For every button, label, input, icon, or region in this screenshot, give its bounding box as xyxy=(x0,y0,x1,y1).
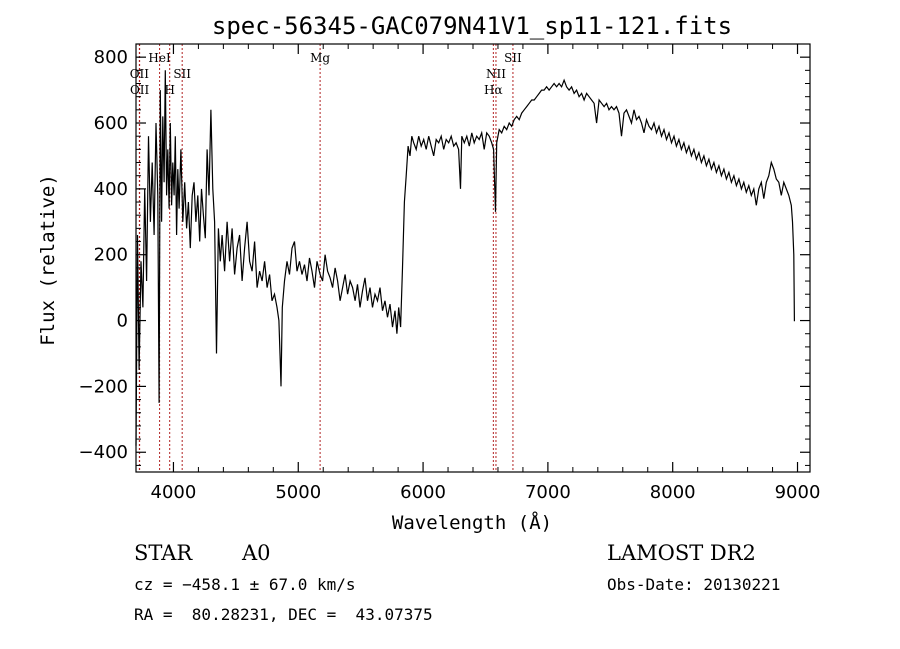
y-tick-label: 400 xyxy=(94,179,128,200)
spectrum-line xyxy=(135,70,795,446)
spectral-line-label: H xyxy=(164,83,174,97)
x-tick-label: 6000 xyxy=(400,482,446,503)
spectral-line-label: Hα xyxy=(484,83,503,97)
spectral-line-label: NII xyxy=(486,67,506,81)
spectral-line-label: HeI xyxy=(148,51,171,65)
survey-name: LAMOST DR2 xyxy=(607,541,756,565)
x-tick-label: 8000 xyxy=(650,482,696,503)
y-tick-label: 800 xyxy=(94,47,128,68)
y-tick-label: 200 xyxy=(94,245,128,266)
spectral-line-label: Mg xyxy=(310,51,330,65)
observation-date: Obs-Date: 20130221 xyxy=(607,575,781,594)
spectral-line-label: SII xyxy=(504,51,522,65)
y-tick-label: 600 xyxy=(94,113,128,134)
y-tick-label: −400 xyxy=(79,442,128,463)
axis-ticks: 4000 5000 6000 7000 8000 9000 −400 −200 0 200 400 6… xyxy=(79,43,821,503)
y-tick-label: 0 xyxy=(117,311,128,332)
x-axis-label: Wavelength (Å) xyxy=(392,511,552,534)
spectral-line-label: SII xyxy=(173,67,191,81)
y-axis-label: Flux (relative) xyxy=(37,174,59,346)
coordinates: RA = 80.28231, DEC = 43.07375 xyxy=(134,605,433,624)
x-tick-label: 9000 xyxy=(775,482,821,503)
x-tick-label: 7000 xyxy=(525,482,571,503)
x-tick-label: 5000 xyxy=(275,482,321,503)
x-tick-label: 4000 xyxy=(151,482,197,503)
object-class: STAR xyxy=(134,541,193,565)
plot-frame xyxy=(135,43,811,473)
chart-title: spec-56345-GAC079N41V1_sp11-121.fits xyxy=(212,12,732,40)
object-subclass: A0 xyxy=(242,541,271,565)
y-tick-label: −200 xyxy=(79,376,128,397)
redshift-cz: cz = −458.1 ± 67.0 km/s xyxy=(134,575,356,594)
spectral-line-label: OII xyxy=(130,83,150,97)
